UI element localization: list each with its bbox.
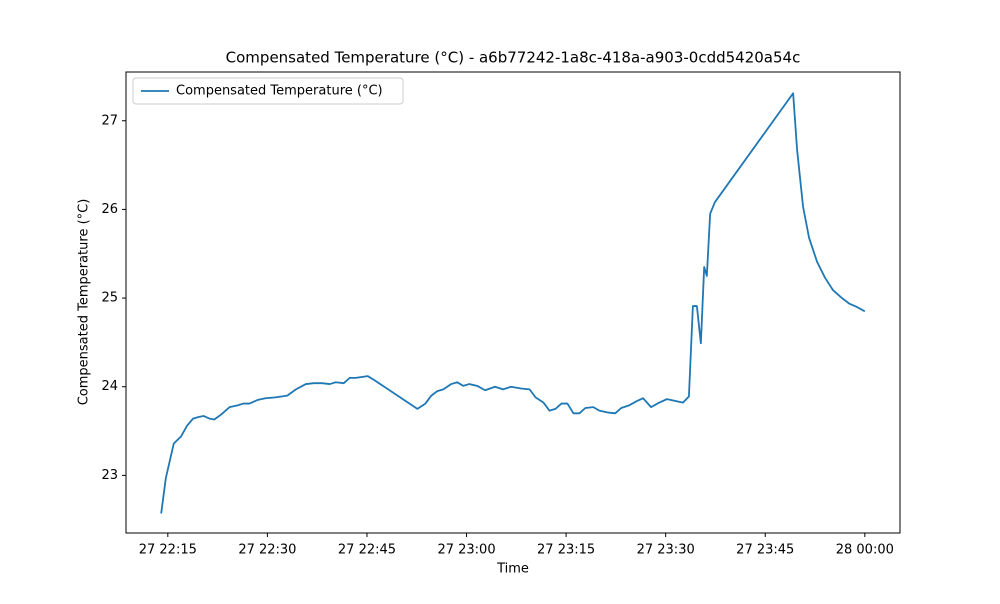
y-tick-label: 27 bbox=[101, 113, 118, 128]
chart-title: Compensated Temperature (°C) - a6b77242-… bbox=[226, 49, 801, 67]
x-axis-label: Time bbox=[496, 562, 529, 577]
x-tick-label: 27 23:30 bbox=[637, 543, 695, 558]
x-tick-label: 27 22:30 bbox=[238, 543, 296, 558]
line-series bbox=[160, 92, 866, 514]
y-axis-label: Compensated Temperature (°C) bbox=[77, 199, 92, 406]
y-tick-label: 26 bbox=[101, 202, 118, 217]
x-tick-label: 27 23:45 bbox=[736, 543, 794, 558]
legend-box bbox=[132, 77, 404, 105]
y-tick-label: 24 bbox=[101, 379, 118, 394]
x-tick-label: 27 23:00 bbox=[437, 543, 495, 558]
x-tick-label: 27 22:15 bbox=[139, 543, 197, 558]
x-tick-label: 27 23:15 bbox=[537, 543, 595, 558]
x-tick-label: 27 22:45 bbox=[338, 543, 396, 558]
legend-label: Compensated Temperature (°C) bbox=[176, 84, 383, 99]
x-tick-label: 28 00:00 bbox=[836, 543, 894, 558]
plot-frame bbox=[125, 71, 901, 534]
y-tick-label: 25 bbox=[101, 291, 118, 306]
y-tick-label: 23 bbox=[101, 468, 118, 483]
